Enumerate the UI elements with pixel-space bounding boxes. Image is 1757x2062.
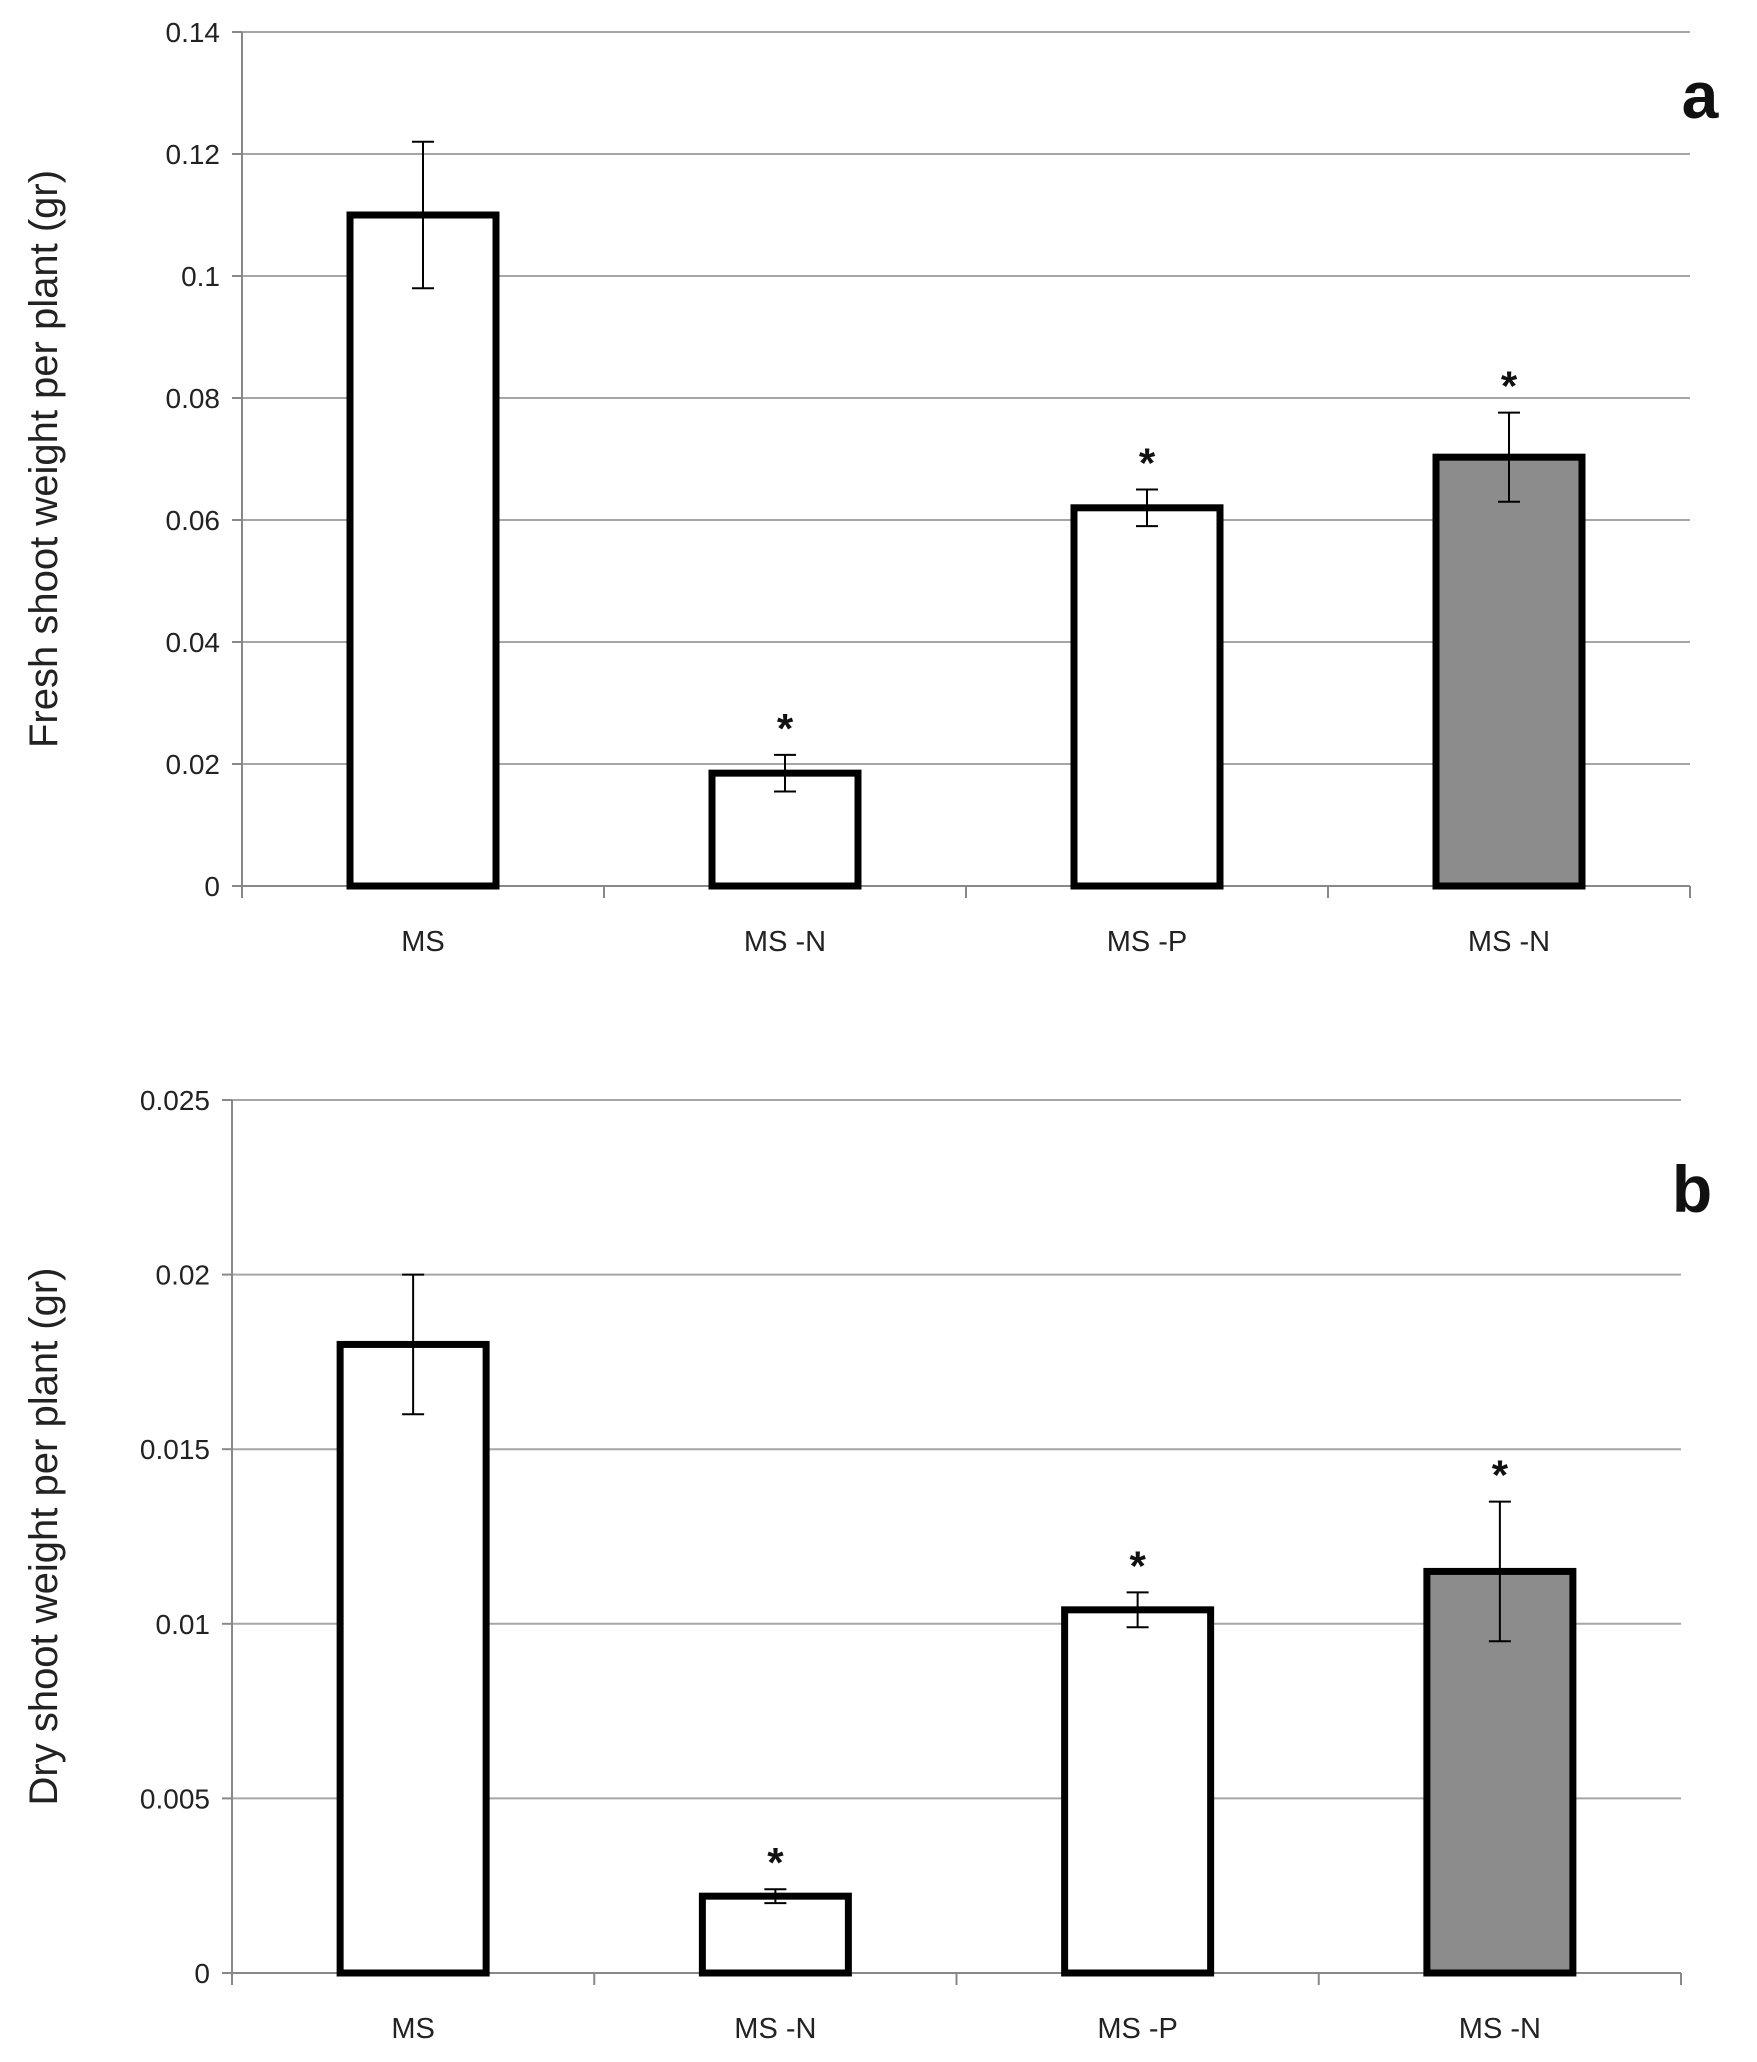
y-tick-label: 0.12 xyxy=(166,139,221,170)
panel-b: 0 0.005 0.01 0.015 0.02 0.025 MS * MS -N * MS -P * M… xyxy=(22,1085,1712,2045)
y-tick-label: 0.025 xyxy=(140,1085,210,1116)
bar xyxy=(698,1892,852,1977)
y-tick-label: 0.06 xyxy=(166,505,221,536)
significance-marker: * xyxy=(1129,1542,1146,1589)
significance-marker: * xyxy=(1139,440,1156,487)
y-tick-label: 0.08 xyxy=(166,383,221,414)
significance-marker: * xyxy=(1501,363,1518,410)
bar xyxy=(1061,1606,1215,1977)
x-tick-label: MS -P xyxy=(1107,926,1188,958)
y-tick-label: 0.015 xyxy=(140,1434,210,1465)
panel-a: 0 0.02 0.04 0.06 0.08 0.1 0.12 0.14 MS * MS -N * MS … xyxy=(22,17,1720,958)
significance-marker: * xyxy=(777,705,794,752)
x-tick-label: MS -N xyxy=(734,2013,816,2045)
significance-marker: * xyxy=(1492,1452,1509,1499)
y-axis-title: Dry shoot weight per plant (gr) xyxy=(22,1267,66,1805)
x-tick-label: MS -N xyxy=(744,926,826,958)
y-tick-label: 0.01 xyxy=(156,1609,211,1640)
y-tick-label: 0.1 xyxy=(181,261,220,292)
y-tick-label: 0.02 xyxy=(166,749,221,780)
x-tick-label: MS -N xyxy=(1468,926,1550,958)
y-tick-label: 0.04 xyxy=(166,627,221,658)
x-tick-label: MS -N xyxy=(1459,2013,1541,2045)
bar xyxy=(346,211,500,890)
panel-letter: a xyxy=(1682,58,1720,132)
y-tick-label: 0.14 xyxy=(166,17,221,48)
x-tick-label: MS -P xyxy=(1097,2013,1178,2045)
y-axis-title: Fresh shoot weight per plant (gr) xyxy=(22,170,66,748)
y-tick-label: 0 xyxy=(204,871,220,902)
y-tick-label: 0.005 xyxy=(140,1783,210,1814)
bar xyxy=(1432,453,1586,890)
bar xyxy=(336,1340,490,1977)
significance-marker: * xyxy=(767,1839,784,1886)
panel-letter: b xyxy=(1672,1152,1712,1226)
y-tick-label: 0 xyxy=(194,1958,210,1989)
y-tick-label: 0.02 xyxy=(156,1260,211,1291)
x-tick-label: MS xyxy=(391,2013,435,2045)
bar xyxy=(1070,504,1224,890)
x-tick-label: MS xyxy=(401,926,445,958)
